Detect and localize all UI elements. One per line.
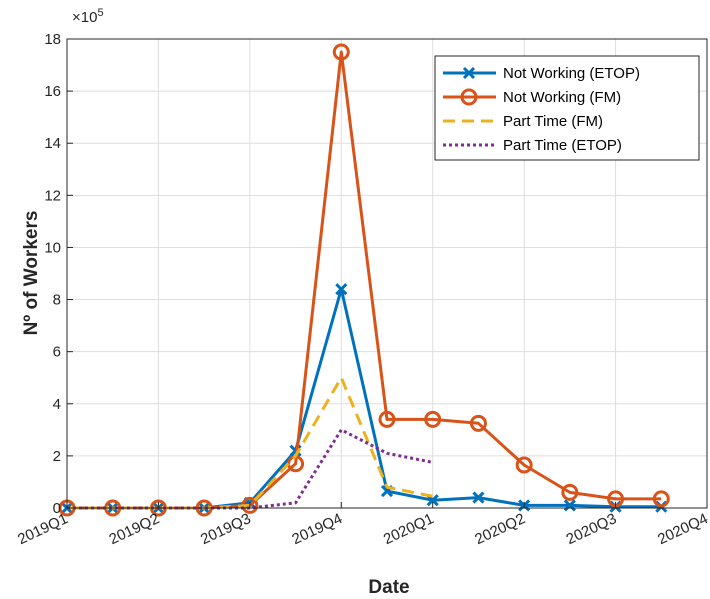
y-tick-label: 6	[53, 344, 61, 361]
data-point-marker	[335, 283, 348, 296]
y-tick-label: 2	[53, 448, 61, 465]
y-multiplier-base: ×10	[72, 9, 97, 26]
y-tick-label: 12	[44, 187, 61, 204]
y-axis-label: Nº of Workers	[21, 211, 42, 336]
x-tick-label: 2019Q1	[15, 510, 71, 548]
data-point-marker	[515, 456, 533, 474]
y-multiplier-exponent: 5	[97, 7, 103, 19]
legend-marker	[462, 66, 476, 80]
y-tick-label: 4	[53, 396, 61, 413]
x-tick-label: 2020Q4	[655, 510, 710, 548]
y-tick-label: 8	[53, 292, 61, 309]
x-tick-label: 2020Q3	[564, 510, 620, 548]
data-point-marker	[561, 483, 579, 501]
y-tick-label: 0	[53, 500, 61, 517]
y-tick-label: 18	[44, 31, 61, 48]
data-point-marker	[378, 410, 396, 428]
data-point-marker	[472, 491, 485, 504]
y-multiplier-label: ×105	[72, 7, 104, 26]
data-point-marker	[424, 410, 442, 428]
plot-frame	[66, 38, 708, 509]
legend-label: Part Time (ETOP)	[503, 137, 622, 154]
legend-entry: Part Time (ETOP)	[443, 137, 622, 154]
legend-entry: Not Working (ETOP)	[443, 65, 640, 82]
legend-label: Not Working (ETOP)	[503, 65, 640, 82]
legend-label: Part Time (FM)	[503, 113, 603, 130]
legend-entries: Not Working (ETOP) Not Working (FM) Part T…	[443, 65, 640, 154]
y-tick-label: 16	[44, 83, 61, 100]
legend-entry: Part Time (FM)	[443, 113, 603, 130]
legend-marker	[460, 88, 478, 106]
x-tick-label: 2020Q1	[381, 510, 437, 548]
x-axis-label: Date	[368, 577, 409, 598]
data-point-marker	[563, 499, 576, 512]
x-tick-label: 2019Q4	[289, 510, 345, 548]
data-point-marker	[469, 414, 487, 432]
series-1	[60, 283, 668, 515]
y-tick-label: 10	[44, 239, 61, 256]
y-tick-label: 14	[44, 135, 61, 152]
data-point-marker	[332, 43, 350, 61]
legend-label: Not Working (FM)	[503, 89, 621, 106]
x-tick-label: 2020Q2	[472, 510, 528, 548]
legend: Not Working (ETOP) Not Working (FM) Part T…	[434, 55, 700, 161]
series-line	[67, 287, 662, 510]
y-axis-ticks: 0 2 4 6 8 10 12 14 16 18	[44, 31, 73, 517]
legend-entry: Not Working (FM)	[443, 88, 621, 106]
data-point-marker	[652, 490, 670, 508]
